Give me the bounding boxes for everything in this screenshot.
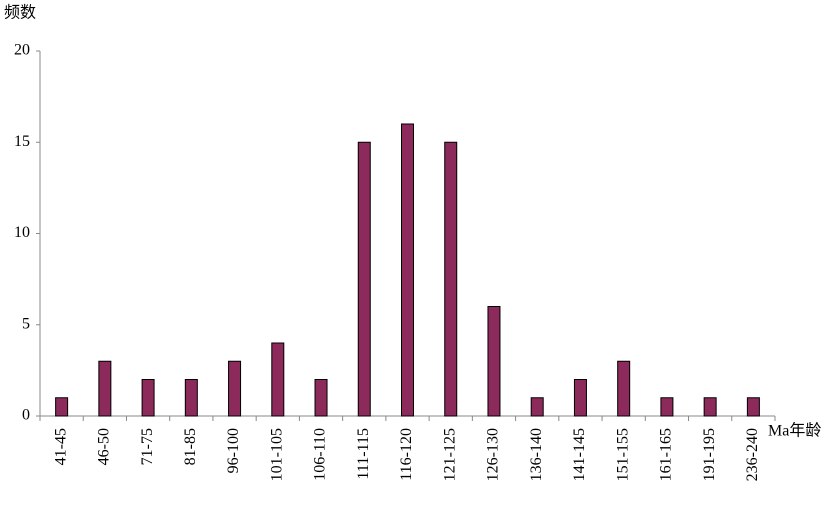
y-tick-label: 15 bbox=[14, 133, 30, 150]
x-tick-label: 46-50 bbox=[96, 428, 113, 465]
bar bbox=[55, 397, 69, 417]
x-tick-label: 106-110 bbox=[312, 428, 329, 481]
bar bbox=[573, 379, 587, 417]
y-tick-label: 0 bbox=[22, 407, 30, 424]
x-tick-label: 136-140 bbox=[528, 428, 545, 481]
bar bbox=[703, 397, 717, 417]
bar bbox=[314, 379, 328, 417]
x-tick-label: 141-145 bbox=[571, 428, 588, 481]
bar bbox=[444, 141, 458, 417]
x-tick-label: 111-115 bbox=[355, 428, 372, 480]
bar bbox=[271, 342, 285, 417]
x-tick-label: 41-45 bbox=[52, 428, 69, 465]
x-tick-label: 121-125 bbox=[441, 428, 458, 481]
x-tick-label: 161-165 bbox=[658, 428, 675, 481]
x-tick-label: 116-120 bbox=[398, 428, 415, 481]
x-tick-label: 71-75 bbox=[139, 428, 156, 465]
bar bbox=[141, 379, 155, 417]
x-tick-label: 126-130 bbox=[485, 428, 502, 481]
y-axis-label: 频数 bbox=[4, 4, 36, 22]
bar bbox=[530, 397, 544, 417]
y-tick-label: 20 bbox=[14, 42, 30, 59]
bar bbox=[184, 379, 198, 417]
bar bbox=[401, 123, 414, 417]
x-axis-label: Ma年龄 bbox=[768, 422, 821, 440]
bar bbox=[98, 360, 112, 417]
bar bbox=[357, 141, 371, 417]
bar bbox=[487, 306, 501, 417]
bar bbox=[660, 397, 674, 417]
x-tick-label: 101-105 bbox=[268, 428, 285, 481]
y-tick-label: 10 bbox=[14, 224, 30, 241]
y-tick-label: 5 bbox=[22, 315, 30, 332]
bar bbox=[228, 360, 242, 417]
x-tick-label: 81-85 bbox=[182, 428, 199, 465]
x-tick-label: 236-240 bbox=[744, 428, 761, 481]
x-tick-label: 96-100 bbox=[225, 428, 242, 473]
x-tick-label: 151-155 bbox=[614, 428, 631, 481]
bar bbox=[617, 360, 631, 417]
x-tick-label: 191-195 bbox=[701, 428, 718, 481]
bar bbox=[746, 397, 760, 417]
